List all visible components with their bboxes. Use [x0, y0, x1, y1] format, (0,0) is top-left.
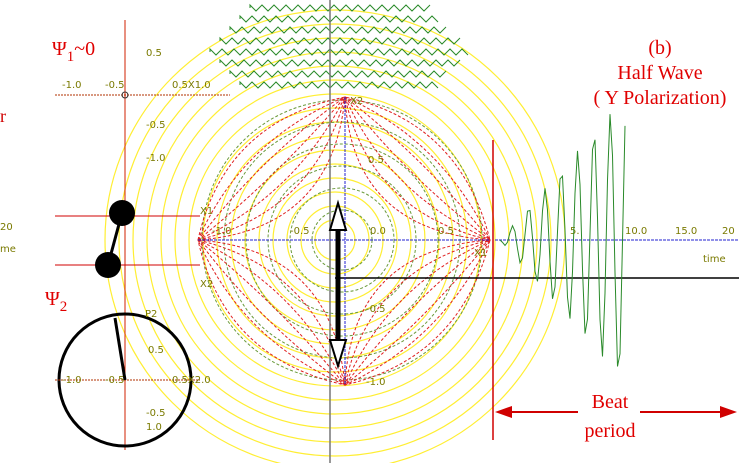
- label: P2: [145, 309, 157, 320]
- tick-label: -0.5: [290, 226, 310, 237]
- arrow-head: [495, 406, 512, 418]
- tick-label: 20: [722, 226, 735, 237]
- axis-label: time: [703, 254, 726, 265]
- trajectory: [197, 96, 491, 386]
- label: X1: [200, 206, 213, 217]
- tick-label: 15.0: [675, 226, 697, 237]
- background: [104, 3, 566, 463]
- tick-label: 0.5X1.0: [172, 80, 211, 91]
- psi1: Ψ1~0: [52, 38, 95, 65]
- title: Half Wave: [617, 62, 702, 84]
- trajectory: [197, 96, 491, 386]
- trajectory: [197, 96, 491, 386]
- axis-label: X1: [474, 248, 487, 259]
- tick-label: 0.5: [146, 48, 162, 59]
- tick-label: -0.5: [146, 120, 166, 131]
- trajectory: [197, 96, 491, 386]
- tick-label: 0.5: [368, 155, 384, 166]
- psi2: Ψ2: [45, 288, 67, 315]
- arrow-head: [328, 339, 348, 370]
- tick-label: -1.0: [62, 375, 82, 386]
- trajectory: [197, 95, 492, 387]
- time-trace: [499, 114, 626, 367]
- tick-label: -1.0: [212, 226, 232, 237]
- tick-label: 0.5X2.0: [172, 375, 211, 386]
- field-ring: [104, 9, 566, 463]
- tick-label: -1.0: [146, 153, 166, 164]
- tick-label: 0.5: [438, 226, 454, 237]
- tick-label: 0.5: [148, 345, 164, 356]
- arrow-head: [328, 199, 348, 231]
- fragment: me: [0, 244, 16, 255]
- tick-label: 0.0: [370, 226, 386, 237]
- tick-label: -0.5: [105, 375, 125, 386]
- panel-label: (b): [648, 37, 671, 59]
- tick-label: 1.0: [146, 422, 162, 433]
- trajectory: [197, 96, 491, 386]
- beat-label: Beat: [592, 391, 629, 413]
- axis-label: X2: [350, 96, 363, 107]
- mass: [109, 200, 135, 226]
- origin: [121, 91, 129, 99]
- fragment: 20: [0, 222, 13, 233]
- tick-label: -0.5: [146, 408, 166, 419]
- arrow-head: [720, 406, 737, 418]
- phasor: [113, 317, 127, 381]
- tick-label: -1.0: [62, 80, 82, 91]
- tick-label: 5.: [570, 226, 580, 237]
- label-bg: [578, 390, 640, 440]
- tick-label: 10.0: [625, 226, 647, 237]
- label: X2: [200, 279, 213, 290]
- tick-label: -0.5: [105, 80, 125, 91]
- fragment: r: [0, 106, 6, 126]
- mass: [95, 252, 121, 278]
- tick-label: -0.5: [366, 304, 386, 315]
- tick-label: -1.0: [366, 377, 386, 388]
- beat-label: period: [584, 420, 635, 442]
- wave-trace: [209, 3, 469, 89]
- title: ( Y Polarization): [594, 87, 727, 109]
